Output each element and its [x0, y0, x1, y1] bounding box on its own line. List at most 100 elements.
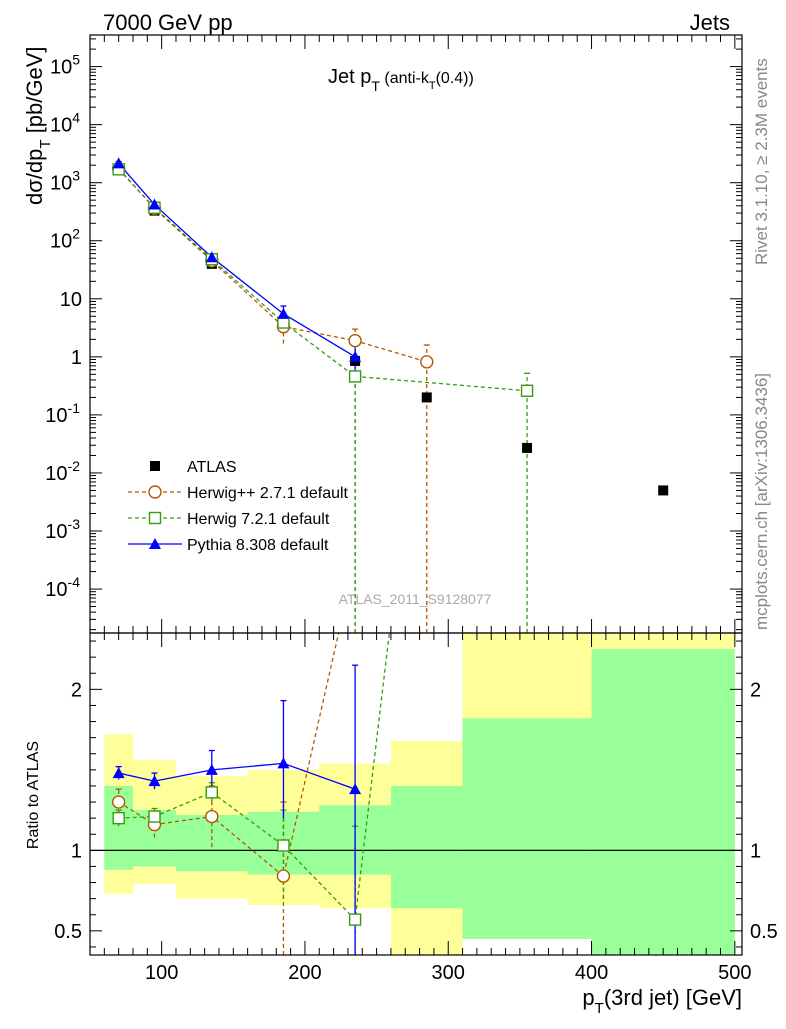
- tick-exponent: -4: [68, 574, 81, 590]
- ratio-y-tick-label: 1: [71, 840, 82, 862]
- herwig7-point: [348, 370, 362, 383]
- atlas-point: [421, 392, 432, 403]
- tick-base: 10: [50, 57, 72, 79]
- herwig7-ratio-point: [348, 913, 362, 926]
- x-label-b: (3rd jet) [GeV]: [604, 985, 742, 1010]
- herwig7-line: [118, 168, 528, 392]
- main-title-extra-a: (anti-k: [380, 70, 430, 87]
- pythia-point: [277, 307, 290, 319]
- tick-base: 10: [45, 579, 67, 601]
- tick-exponent: 4: [72, 110, 80, 126]
- tick-base: 10: [45, 405, 67, 427]
- tick-base: 10: [50, 115, 72, 137]
- pythia-ratio-point: [205, 763, 218, 775]
- ratio-y-tick-label: 2: [71, 679, 82, 701]
- main-title-extra-sub: T: [429, 80, 436, 92]
- legend-label-herwigpp: Herwig++ 2.7.1 default: [187, 485, 349, 502]
- atlas-point: [658, 485, 669, 496]
- legend-label-pythia: Pythia 8.308 default: [187, 537, 329, 554]
- herwig7-ratio-point: [277, 839, 290, 852]
- x-label-sub: T: [595, 1000, 604, 1017]
- pythia-ratio-point: [349, 783, 362, 795]
- herwigpp-point: [348, 333, 362, 348]
- tick-base: 10: [45, 463, 67, 485]
- ratio-y-tick-label-right: 0.5: [750, 921, 778, 943]
- tick-exponent: 3: [72, 168, 80, 184]
- pythia-line: [118, 162, 356, 358]
- herwig7-point: [520, 384, 534, 398]
- main-y-tick-label: 10-2: [45, 458, 80, 485]
- tick-base: 10: [50, 173, 72, 195]
- x-label-a: p: [582, 985, 594, 1010]
- herwigpp-ratio-point: [111, 795, 126, 809]
- main-y-tick-label: 104: [50, 110, 80, 137]
- ratio-frame: [89, 632, 743, 956]
- pythia-point: [148, 198, 161, 210]
- pythia-ratio-point: [112, 767, 125, 779]
- main-y-tick-label: 10-3: [45, 516, 80, 543]
- pythia-point: [112, 157, 125, 169]
- ratio-y-tick-label: 0.5: [54, 921, 82, 943]
- tick-exponent: -2: [68, 458, 81, 474]
- herwigpp-line: [118, 168, 427, 363]
- legend-label-herwig7: Herwig 7.2.1 default: [187, 511, 330, 528]
- x-tick-label: 100: [145, 962, 178, 984]
- tick-base: 10: [50, 231, 72, 253]
- x-tick-label: 300: [432, 962, 465, 984]
- main-y-tick-label: 10: [60, 289, 82, 311]
- main-y-tick-label: 103: [50, 168, 80, 195]
- y-label-sub: T: [37, 139, 54, 148]
- main-y-tick-label: 102: [50, 226, 80, 253]
- header-left: 7000 GeV pp: [103, 10, 233, 35]
- tick-exponent: -1: [68, 400, 81, 416]
- main-title: Jet pT (anti-kT(0.4)): [328, 66, 474, 94]
- main-y-tick-label: 10-4: [45, 574, 80, 601]
- herwig7-ratio-point: [148, 810, 161, 823]
- main-y-tick-label: 10-1: [45, 400, 80, 427]
- main-plot-area: [111, 157, 669, 633]
- ratio-y-tick-label-right: 2: [750, 679, 761, 701]
- pythia-point: [205, 251, 218, 263]
- pythia-point: [349, 350, 362, 362]
- rivet-version-text: Rivet 3.1.10, ≥ 2.3M events: [752, 58, 771, 265]
- header-right: Jets: [690, 10, 730, 35]
- tick-exponent: -3: [68, 516, 81, 532]
- legend-marker-atlas: [150, 461, 160, 471]
- x-tick-label: 500: [718, 962, 751, 984]
- mcplots-site-text: mcplots.cern.ch [arXiv:1306.3436]: [752, 373, 771, 630]
- ratio-plot-area: [111, 633, 391, 955]
- tick-base: 10: [45, 521, 67, 543]
- analysis-watermark: ATLAS_2011_S9128077: [339, 591, 492, 607]
- y-label-b: [pb/GeV]: [22, 46, 47, 139]
- main-title-extra-b: (0.4)): [436, 70, 474, 87]
- legend-marker-herwig7: [148, 511, 162, 525]
- ratio-y-tick-label-right: 1: [750, 840, 761, 862]
- herwig7-ratio-point: [205, 786, 219, 799]
- ratio-axis-label: Ratio to ATLAS: [25, 741, 42, 849]
- main-title-base: Jet p: [328, 66, 371, 88]
- y-label-a: dσ/dp: [22, 149, 47, 205]
- herwigpp-point: [420, 355, 434, 369]
- herwig7-ratio-point: [112, 811, 125, 825]
- atlas-point: [522, 442, 533, 453]
- band-inner-7: [591, 649, 735, 955]
- band-inner-5: [390, 785, 463, 909]
- x-tick-label: 400: [575, 962, 608, 984]
- x-tick-label: 200: [288, 962, 321, 984]
- main-title-sub: T: [371, 78, 380, 94]
- band-inner-6: [462, 718, 592, 939]
- pythia-ratio-point: [148, 775, 161, 787]
- tick-exponent: 2: [72, 226, 80, 242]
- legend-marker-herwigpp: [148, 485, 162, 499]
- herwigpp-ratio-point: [276, 869, 291, 883]
- y-axis-label: dσ/dpT [pb/GeV]: [22, 46, 54, 205]
- legend-label-atlas: ATLAS: [187, 459, 237, 476]
- herwigpp-ratio-point: [205, 809, 219, 824]
- main-y-tick-label: 1: [71, 347, 82, 369]
- pythia-ratio-point: [277, 757, 290, 769]
- legend: ATLAS Herwig++ 2.7.1 default Herwig 7.2.1 …: [128, 459, 349, 554]
- x-axis-label: pT(3rd jet) [GeV]: [582, 985, 742, 1017]
